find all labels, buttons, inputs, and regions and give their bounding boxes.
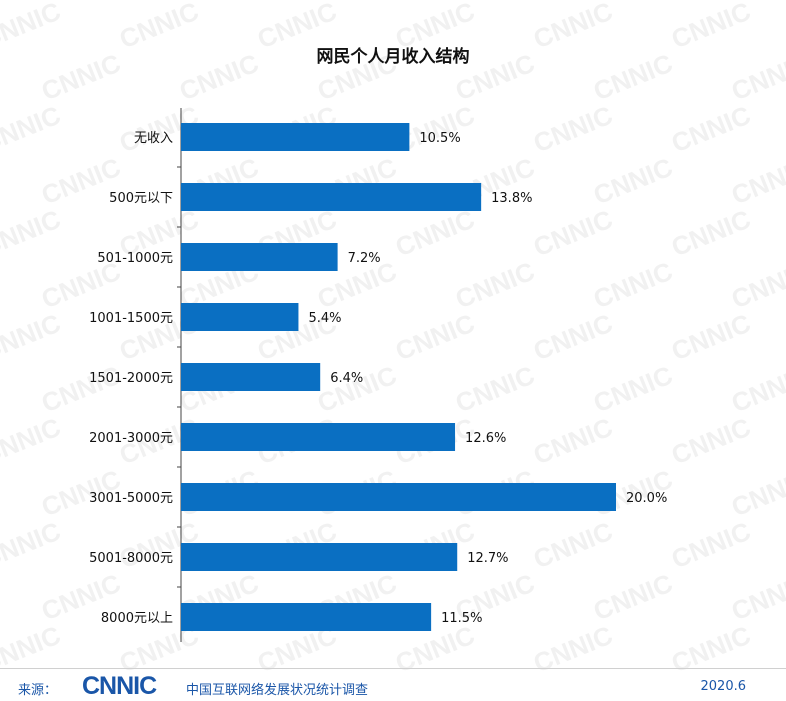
survey-name: 中国互联网络发展状况统计调查: [186, 683, 369, 698]
category-label: 501-1000元: [97, 251, 173, 266]
income-bar-chart: 无收入 10.5% 500元以下 13.8% 501-1000元 7.2% 1001-150…: [89, 108, 667, 642]
chart-title: 网民个人月收入结构: [316, 47, 470, 67]
category-label: 8000元以上: [101, 611, 173, 626]
footer: 来源： CNNIC 中国互联网络发展状况统计调查 2020.6: [0, 672, 786, 700]
report-date: 2020.6: [700, 679, 747, 694]
value-label: 6.4%: [330, 371, 363, 386]
value-label: 12.6%: [465, 431, 506, 446]
bar: [181, 423, 456, 451]
category-label: 5001-8000元: [89, 551, 173, 566]
value-label: 12.7%: [467, 551, 508, 566]
category-label: 2001-3000元: [89, 431, 173, 446]
bar: [181, 543, 458, 571]
category-label: 1501-2000元: [89, 371, 173, 386]
bar: [181, 243, 338, 271]
bar: [181, 363, 321, 391]
bar: [181, 483, 616, 511]
category-label: 1001-1500元: [89, 311, 173, 326]
value-label: 7.2%: [348, 251, 381, 266]
value-label: 10.5%: [419, 131, 460, 146]
bar: [181, 303, 299, 331]
category-label: 3001-5000元: [89, 491, 173, 506]
bar: [181, 183, 482, 211]
cnnic-logo: CNNIC: [82, 672, 157, 700]
bar: [181, 603, 432, 631]
category-label: 无收入: [134, 131, 173, 146]
value-label: 13.8%: [491, 191, 532, 206]
value-label: 20.0%: [626, 491, 667, 506]
source-label: 来源：: [18, 683, 58, 698]
bar: [181, 123, 410, 151]
category-label: 500元以下: [109, 191, 173, 206]
value-label: 11.5%: [441, 611, 482, 626]
footer-divider: [0, 668, 786, 669]
value-label: 5.4%: [308, 311, 341, 326]
